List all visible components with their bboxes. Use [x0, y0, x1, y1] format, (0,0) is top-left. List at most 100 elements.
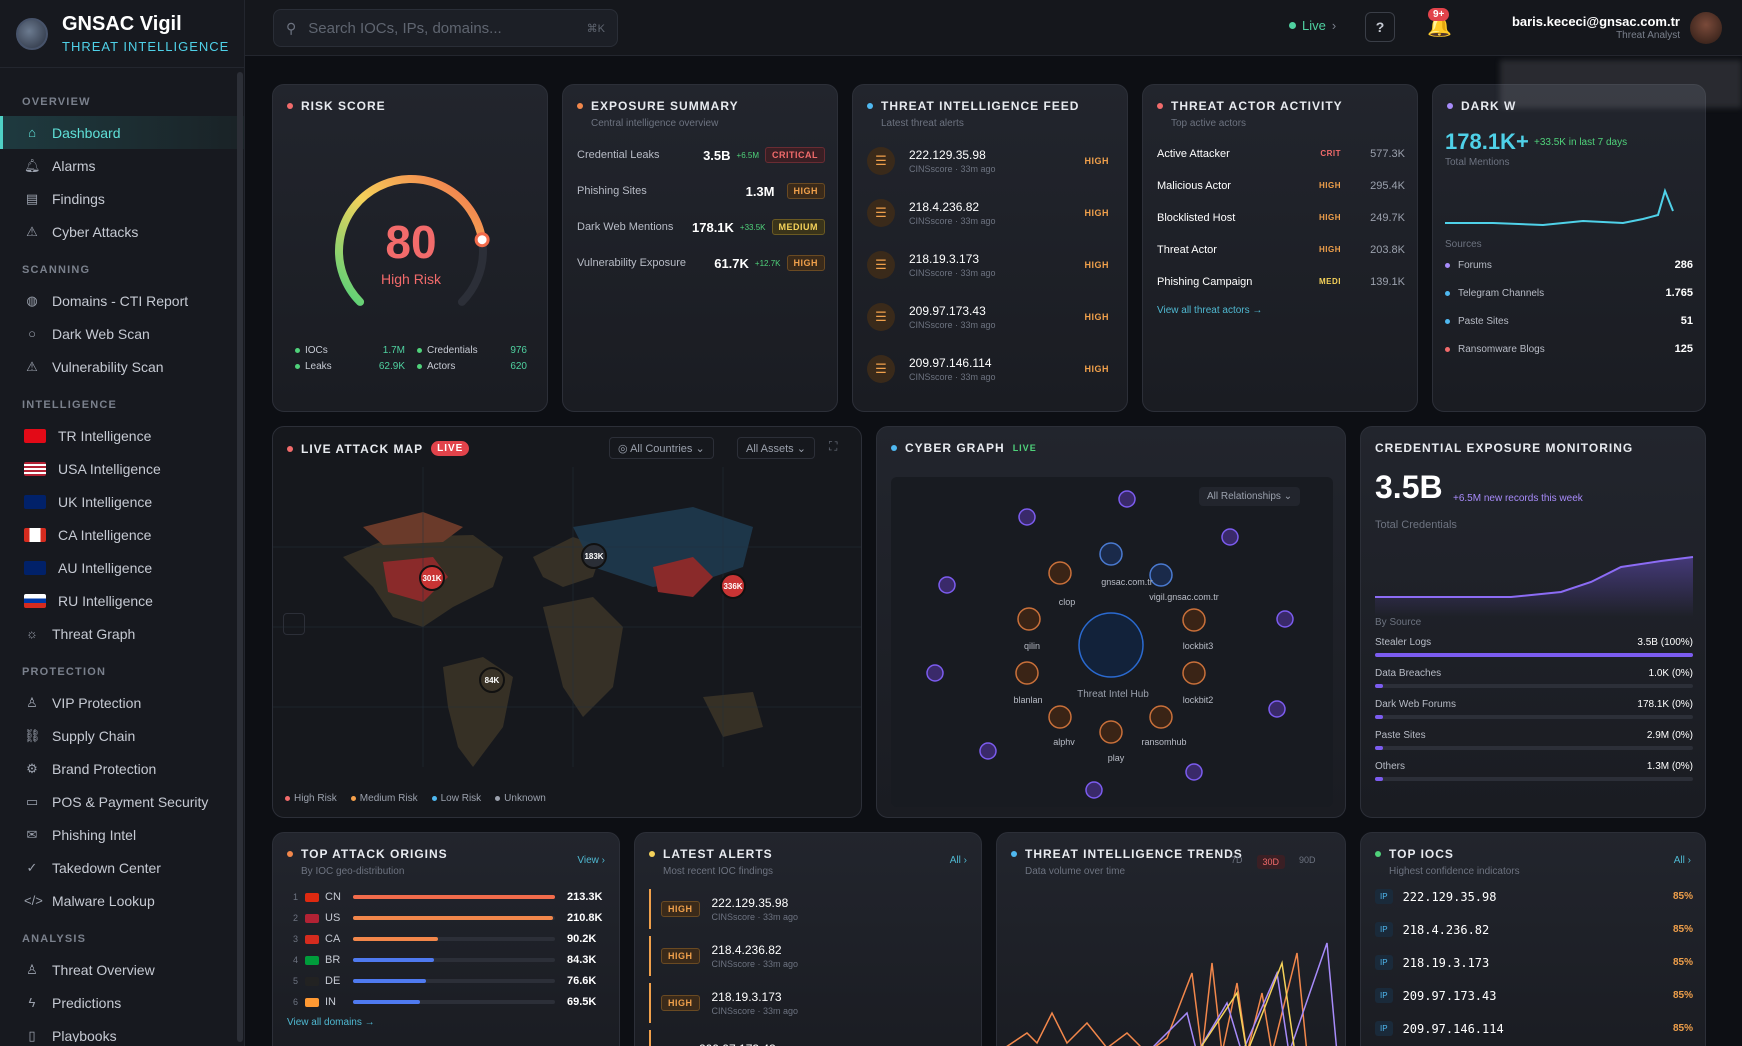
trend-tab-90d[interactable]: 90D — [1299, 855, 1316, 865]
feed-item[interactable]: ☰ 218.19.3.173 CINSscore · 33m ago HIGH — [867, 251, 1115, 279]
graph-node[interactable] — [1149, 705, 1173, 729]
exposure-row[interactable]: Vulnerability Exposure 61.7K +12.7K HIGH — [577, 255, 825, 271]
graph-node[interactable] — [1015, 661, 1039, 685]
sidebar-item-takedown-center[interactable]: ✓ Takedown Center — [0, 851, 244, 884]
ioc-row[interactable]: IP 209.97.173.43 85% — [1375, 988, 1693, 1003]
sidebar-item-au-intelligence[interactable]: AU Intelligence — [0, 551, 244, 584]
live-toggle[interactable]: Live › — [1289, 18, 1336, 33]
graph-outer-node[interactable] — [1018, 508, 1036, 526]
origin-row[interactable]: 4 BR 84.3K — [293, 954, 597, 966]
user-email[interactable]: baris.kececi@gnsac.com.tr — [1511, 14, 1680, 29]
exposure-row[interactable]: Phishing Sites 1.3M HIGH — [577, 183, 825, 199]
graph-outer-node[interactable] — [979, 742, 997, 760]
bell-icon[interactable]: 🔔 — [1427, 16, 1452, 38]
sidebar-item-brand-protection[interactable]: ⚙ Brand Protection — [0, 752, 244, 785]
alert-row[interactable]: HIGH 218.19.3.173 CINSscore · 33m ago — [649, 983, 969, 1023]
darkweb-source[interactable]: Telegram Channels 1.765 — [1445, 287, 1693, 299]
sidebar-item-alarms[interactable]: 🔔︎ Alarms — [0, 149, 244, 182]
darkweb-source[interactable]: Forums 286 — [1445, 259, 1693, 271]
feed-item[interactable]: ☰ 222.129.35.98 CINSscore · 33m ago HIGH — [867, 147, 1115, 175]
iocs-all-link[interactable]: All › — [1673, 855, 1691, 866]
ioc-row[interactable]: IP 222.129.35.98 85% — [1375, 889, 1693, 904]
ioc-row[interactable]: IP 218.4.236.82 85% — [1375, 922, 1693, 937]
cred-source-row[interactable]: Stealer Logs 3.5B (100%) — [1375, 637, 1693, 648]
map-marker[interactable]: 84K — [479, 667, 505, 693]
alert-row[interactable]: HIGH 218.4.236.82 CINSscore · 33m ago — [649, 936, 969, 976]
exposure-row[interactable]: Dark Web Mentions 178.1K +33.5K MEDIUM — [577, 219, 825, 235]
view-all-actors-link[interactable]: View all threat actors → — [1157, 305, 1263, 316]
help-button[interactable]: ? — [1365, 12, 1395, 42]
feed-item[interactable]: ☰ 209.97.146.114 CINSscore · 33m ago HIGH — [867, 355, 1115, 383]
alert-row[interactable]: HIGH 222.129.35.98 CINSscore · 33m ago — [649, 889, 969, 929]
cred-source-row[interactable]: Dark Web Forums 178.1K (0%) — [1375, 699, 1693, 710]
origin-row[interactable]: 3 CA 90.2K — [293, 933, 597, 945]
sidebar-item-playbooks[interactable]: ▯ Playbooks — [0, 1019, 244, 1043]
actor-row[interactable]: Blocklisted Host HIGH 249.7K — [1157, 211, 1405, 224]
actor-row[interactable]: Malicious Actor HIGH 295.4K — [1157, 179, 1405, 192]
countries-filter[interactable]: ◎ All Countries ⌄ — [609, 437, 714, 459]
view-all-domains-link[interactable]: View all domains → — [287, 1017, 375, 1028]
map-marker[interactable]: 183K — [581, 543, 607, 569]
graph-node[interactable] — [1099, 542, 1123, 566]
graph-node[interactable] — [1048, 705, 1072, 729]
map-marker[interactable]: 336K — [720, 573, 746, 599]
relationships-filter[interactable]: All Relationships ⌄ — [1199, 487, 1301, 506]
map-marker[interactable]: 301K — [419, 565, 445, 591]
ioc-row[interactable]: IP 209.97.146.114 85% — [1375, 1021, 1693, 1036]
feed-item[interactable]: ☰ 209.97.173.43 CINSscore · 33m ago HIGH — [867, 303, 1115, 331]
trend-tab-30d[interactable]: 30D — [1256, 855, 1286, 869]
sidebar-item-cyber-attacks[interactable]: ⚠ Cyber Attacks — [0, 215, 244, 248]
sidebar-item-usa-intelligence[interactable]: USA Intelligence — [0, 452, 244, 485]
feed-item[interactable]: ☰ 218.4.236.82 CINSscore · 33m ago HIGH — [867, 199, 1115, 227]
actor-row[interactable]: Threat Actor HIGH 203.8K — [1157, 243, 1405, 256]
graph-node[interactable] — [1182, 608, 1206, 632]
sidebar-item-ca-intelligence[interactable]: CA Intelligence — [0, 518, 244, 551]
actor-row[interactable]: Phishing Campaign MEDI 139.1K — [1157, 275, 1405, 288]
sidebar-item-threat-overview[interactable]: ♙ Threat Overview — [0, 953, 244, 986]
graph-outer-node[interactable] — [1185, 763, 1203, 781]
cred-source-row[interactable]: Data Breaches 1.0K (0%) — [1375, 668, 1693, 679]
graph-node[interactable] — [1149, 563, 1173, 587]
actor-row[interactable]: Active Attacker CRIT 577.3K — [1157, 147, 1405, 160]
origins-view-link[interactable]: View › — [577, 855, 605, 866]
origin-row[interactable]: 2 US 210.8K — [293, 912, 603, 924]
sidebar-scrollbar[interactable] — [237, 72, 243, 1042]
graph-outer-node[interactable] — [1268, 700, 1286, 718]
sidebar-item-supply-chain[interactable]: ⛓ Supply Chain — [0, 719, 244, 752]
expand-icon[interactable]: ⛶ — [829, 439, 838, 453]
graph-node[interactable] — [1048, 561, 1072, 585]
sidebar-item-tr-intelligence[interactable]: TR Intelligence — [0, 419, 244, 452]
graph-node[interactable] — [1017, 607, 1041, 631]
origin-row[interactable]: 5 DE 76.6K — [293, 975, 597, 987]
origin-row[interactable]: 1 CN 213.3K — [293, 891, 603, 903]
sidebar-item-malware-lookup[interactable]: </> Malware Lookup — [0, 884, 244, 917]
graph-outer-node[interactable] — [1085, 781, 1103, 799]
assets-filter[interactable]: All Assets ⌄ — [737, 437, 815, 459]
graph-outer-node[interactable] — [938, 576, 956, 594]
sidebar-item-pos-payment-security[interactable]: ▭ POS & Payment Security — [0, 785, 244, 818]
sidebar-item-uk-intelligence[interactable]: UK Intelligence — [0, 485, 244, 518]
cred-source-row[interactable]: Others 1.3M (0%) — [1375, 761, 1693, 772]
graph-outer-node[interactable] — [1221, 528, 1239, 546]
sidebar-item-ru-intelligence[interactable]: RU Intelligence — [0, 584, 244, 617]
darkweb-source[interactable]: Paste Sites 51 — [1445, 315, 1693, 327]
sidebar-item-vip-protection[interactable]: ♙ VIP Protection — [0, 686, 244, 719]
darkweb-source[interactable]: Ransomware Blogs 125 — [1445, 343, 1693, 355]
sidebar-item-findings[interactable]: ▤ Findings — [0, 182, 244, 215]
graph-outer-node[interactable] — [926, 664, 944, 682]
trend-tab-7d[interactable]: 7D — [1231, 855, 1243, 865]
ioc-row[interactable]: IP 218.19.3.173 85% — [1375, 955, 1693, 970]
avatar[interactable] — [1690, 12, 1722, 44]
sidebar-item-domains-cti-report[interactable]: ◍ Domains - CTI Report — [0, 284, 244, 317]
sidebar-item-dashboard[interactable]: ⌂ Dashboard — [0, 116, 244, 149]
sidebar-item-predictions[interactable]: ϟ Predictions — [0, 986, 244, 1019]
sidebar-item-vulnerability-scan[interactable]: ⚠ Vulnerability Scan — [0, 350, 244, 383]
alert-row[interactable]: 209.97.173.43 — [649, 1030, 969, 1046]
graph-node[interactable] — [1099, 720, 1123, 744]
graph-node[interactable] — [1182, 661, 1206, 685]
graph-outer-node[interactable] — [1276, 610, 1294, 628]
cred-source-row[interactable]: Paste Sites 2.9M (0%) — [1375, 730, 1693, 741]
origin-row[interactable]: 6 IN 69.5K — [293, 996, 597, 1008]
search-input[interactable] — [308, 19, 575, 37]
map-layers-button[interactable] — [283, 613, 305, 635]
